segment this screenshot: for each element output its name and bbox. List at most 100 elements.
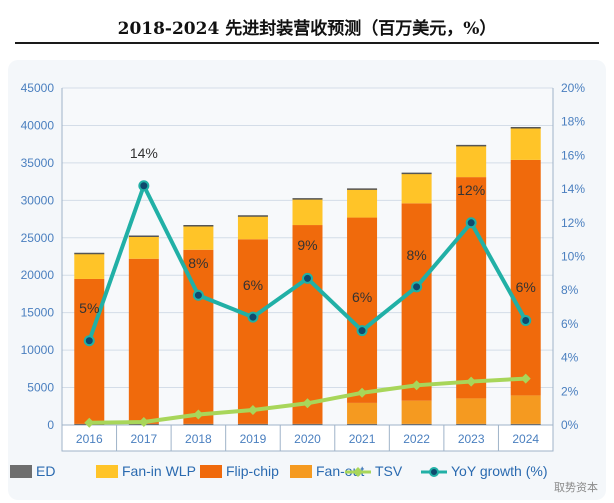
title-rule — [15, 42, 599, 44]
yoy-point — [356, 325, 368, 337]
tsv-point — [138, 417, 149, 428]
bar-fan-in-wlp — [237, 216, 268, 240]
x-tick-label: 2023 — [458, 432, 485, 446]
y2-tick-label: 6% — [561, 317, 579, 331]
bar-fan-in-wlp — [347, 189, 378, 218]
bar-fan-in-wlp — [292, 198, 323, 226]
bar-flip-chip — [237, 239, 268, 424]
bar-flip-chip — [128, 258, 159, 424]
legend-label-yoy-growth: YoY growth (%) — [451, 463, 548, 479]
bar-fan-in-wlp — [74, 253, 105, 279]
data-label: 6% — [352, 289, 372, 305]
x-tick-label: 2020 — [294, 432, 321, 446]
tsv-point — [84, 417, 95, 428]
legend-label-fan-in-wlp: Fan-in WLP — [122, 463, 196, 479]
y-tick-label: 5000 — [27, 381, 54, 395]
legend-swatch-fan-out — [290, 465, 312, 478]
x-tick-label: 2022 — [403, 432, 430, 446]
tsv-point — [466, 376, 477, 387]
data-label: 14% — [130, 145, 158, 161]
bar-fan-in-wlp — [456, 145, 487, 178]
y2-tick-label: 0% — [561, 418, 579, 432]
bar-flip-chip — [510, 159, 541, 396]
data-label: 8% — [188, 255, 208, 271]
watermark: 取势资本 — [554, 479, 598, 495]
data-label: 6% — [516, 279, 536, 295]
chart-title: 2018-2024 先进封装营收预测（百万美元，%） — [117, 19, 497, 39]
legend-swatch-flip-chip — [200, 465, 222, 478]
bar-ed — [183, 423, 214, 425]
yoy-point — [520, 315, 532, 327]
y2-tick-label: 12% — [561, 216, 585, 230]
bar-fan-in-wlp — [128, 236, 159, 259]
legend-swatch-ed — [10, 465, 32, 478]
x-tick-label: 2016 — [76, 432, 103, 446]
bar-ed — [401, 423, 432, 425]
bar-flip-chip — [401, 203, 432, 401]
bar-ed — [510, 423, 541, 425]
y-tick-label: 25000 — [21, 231, 55, 245]
y2-tick-label: 10% — [561, 250, 585, 264]
legend-label-tsv: TSV — [375, 463, 403, 479]
y-tick-label: 15000 — [21, 306, 55, 320]
bar-fan-out — [347, 402, 378, 424]
bar-ed — [292, 423, 323, 425]
yoy-point — [465, 217, 477, 229]
bar-fan-in-wlp — [510, 127, 541, 160]
bar-fan-in-wlp — [401, 173, 432, 204]
y-tick-label: 40000 — [21, 118, 55, 132]
y-tick-label: 35000 — [21, 156, 55, 170]
bar-fan-in-wlp — [183, 225, 214, 250]
y-tick-label: 0 — [47, 418, 54, 432]
tsv-point — [193, 409, 204, 420]
bar-fan-out — [401, 400, 432, 424]
data-label: 12% — [457, 182, 485, 198]
tsv-point — [411, 380, 422, 391]
y2-tick-label: 2% — [561, 384, 579, 398]
y2-tick-label: 16% — [561, 148, 585, 162]
legend-label-fan-out: Fan-out — [316, 463, 364, 479]
bar-flip-chip — [74, 278, 105, 424]
bar-flip-chip — [456, 177, 487, 399]
bar-fan-out — [456, 398, 487, 424]
tsv-point — [247, 405, 258, 416]
tsv-point — [520, 373, 531, 384]
y-tick-label: 20000 — [21, 268, 55, 282]
watermark-text: 取势资本 — [554, 481, 598, 494]
bar-flip-chip — [292, 225, 323, 424]
bar-ed — [456, 423, 487, 425]
x-tick-label: 2024 — [512, 432, 539, 446]
legend-marker-tsv — [353, 467, 363, 477]
tsv-point — [302, 398, 313, 409]
legend-label-flip-chip: Flip-chip — [226, 463, 279, 479]
x-tick-label: 2018 — [185, 432, 212, 446]
yoy-point — [411, 281, 423, 293]
y2-tick-label: 18% — [561, 115, 585, 129]
bar-ed — [347, 423, 378, 425]
y2-tick-label: 8% — [561, 283, 579, 297]
y-tick-label: 30000 — [21, 193, 55, 207]
y2-tick-label: 14% — [561, 182, 585, 196]
y-tick-label: 45000 — [21, 81, 55, 95]
legend-label-ed: ED — [36, 463, 55, 479]
yoy-point — [247, 311, 259, 323]
yoy-point — [192, 289, 204, 301]
legend-swatch-fan-in-wlp — [96, 465, 118, 478]
data-label: 8% — [406, 247, 426, 263]
data-label: 5% — [79, 300, 99, 316]
yoy-point — [302, 272, 313, 284]
data-label: 6% — [243, 277, 263, 293]
x-tick-label: 2017 — [130, 432, 157, 446]
bar-ed — [237, 423, 268, 425]
bar-fan-out — [510, 395, 541, 424]
yoy-point — [138, 180, 150, 192]
x-tick-label: 2021 — [349, 432, 376, 446]
data-label: 9% — [297, 237, 317, 253]
x-tick-label: 2019 — [240, 432, 267, 446]
yoy-point — [83, 335, 95, 347]
y-tick-label: 10000 — [21, 343, 55, 357]
bar-flip-chip — [347, 217, 378, 403]
legend-marker-yoy-growth — [429, 467, 439, 477]
tsv-point — [357, 387, 368, 398]
